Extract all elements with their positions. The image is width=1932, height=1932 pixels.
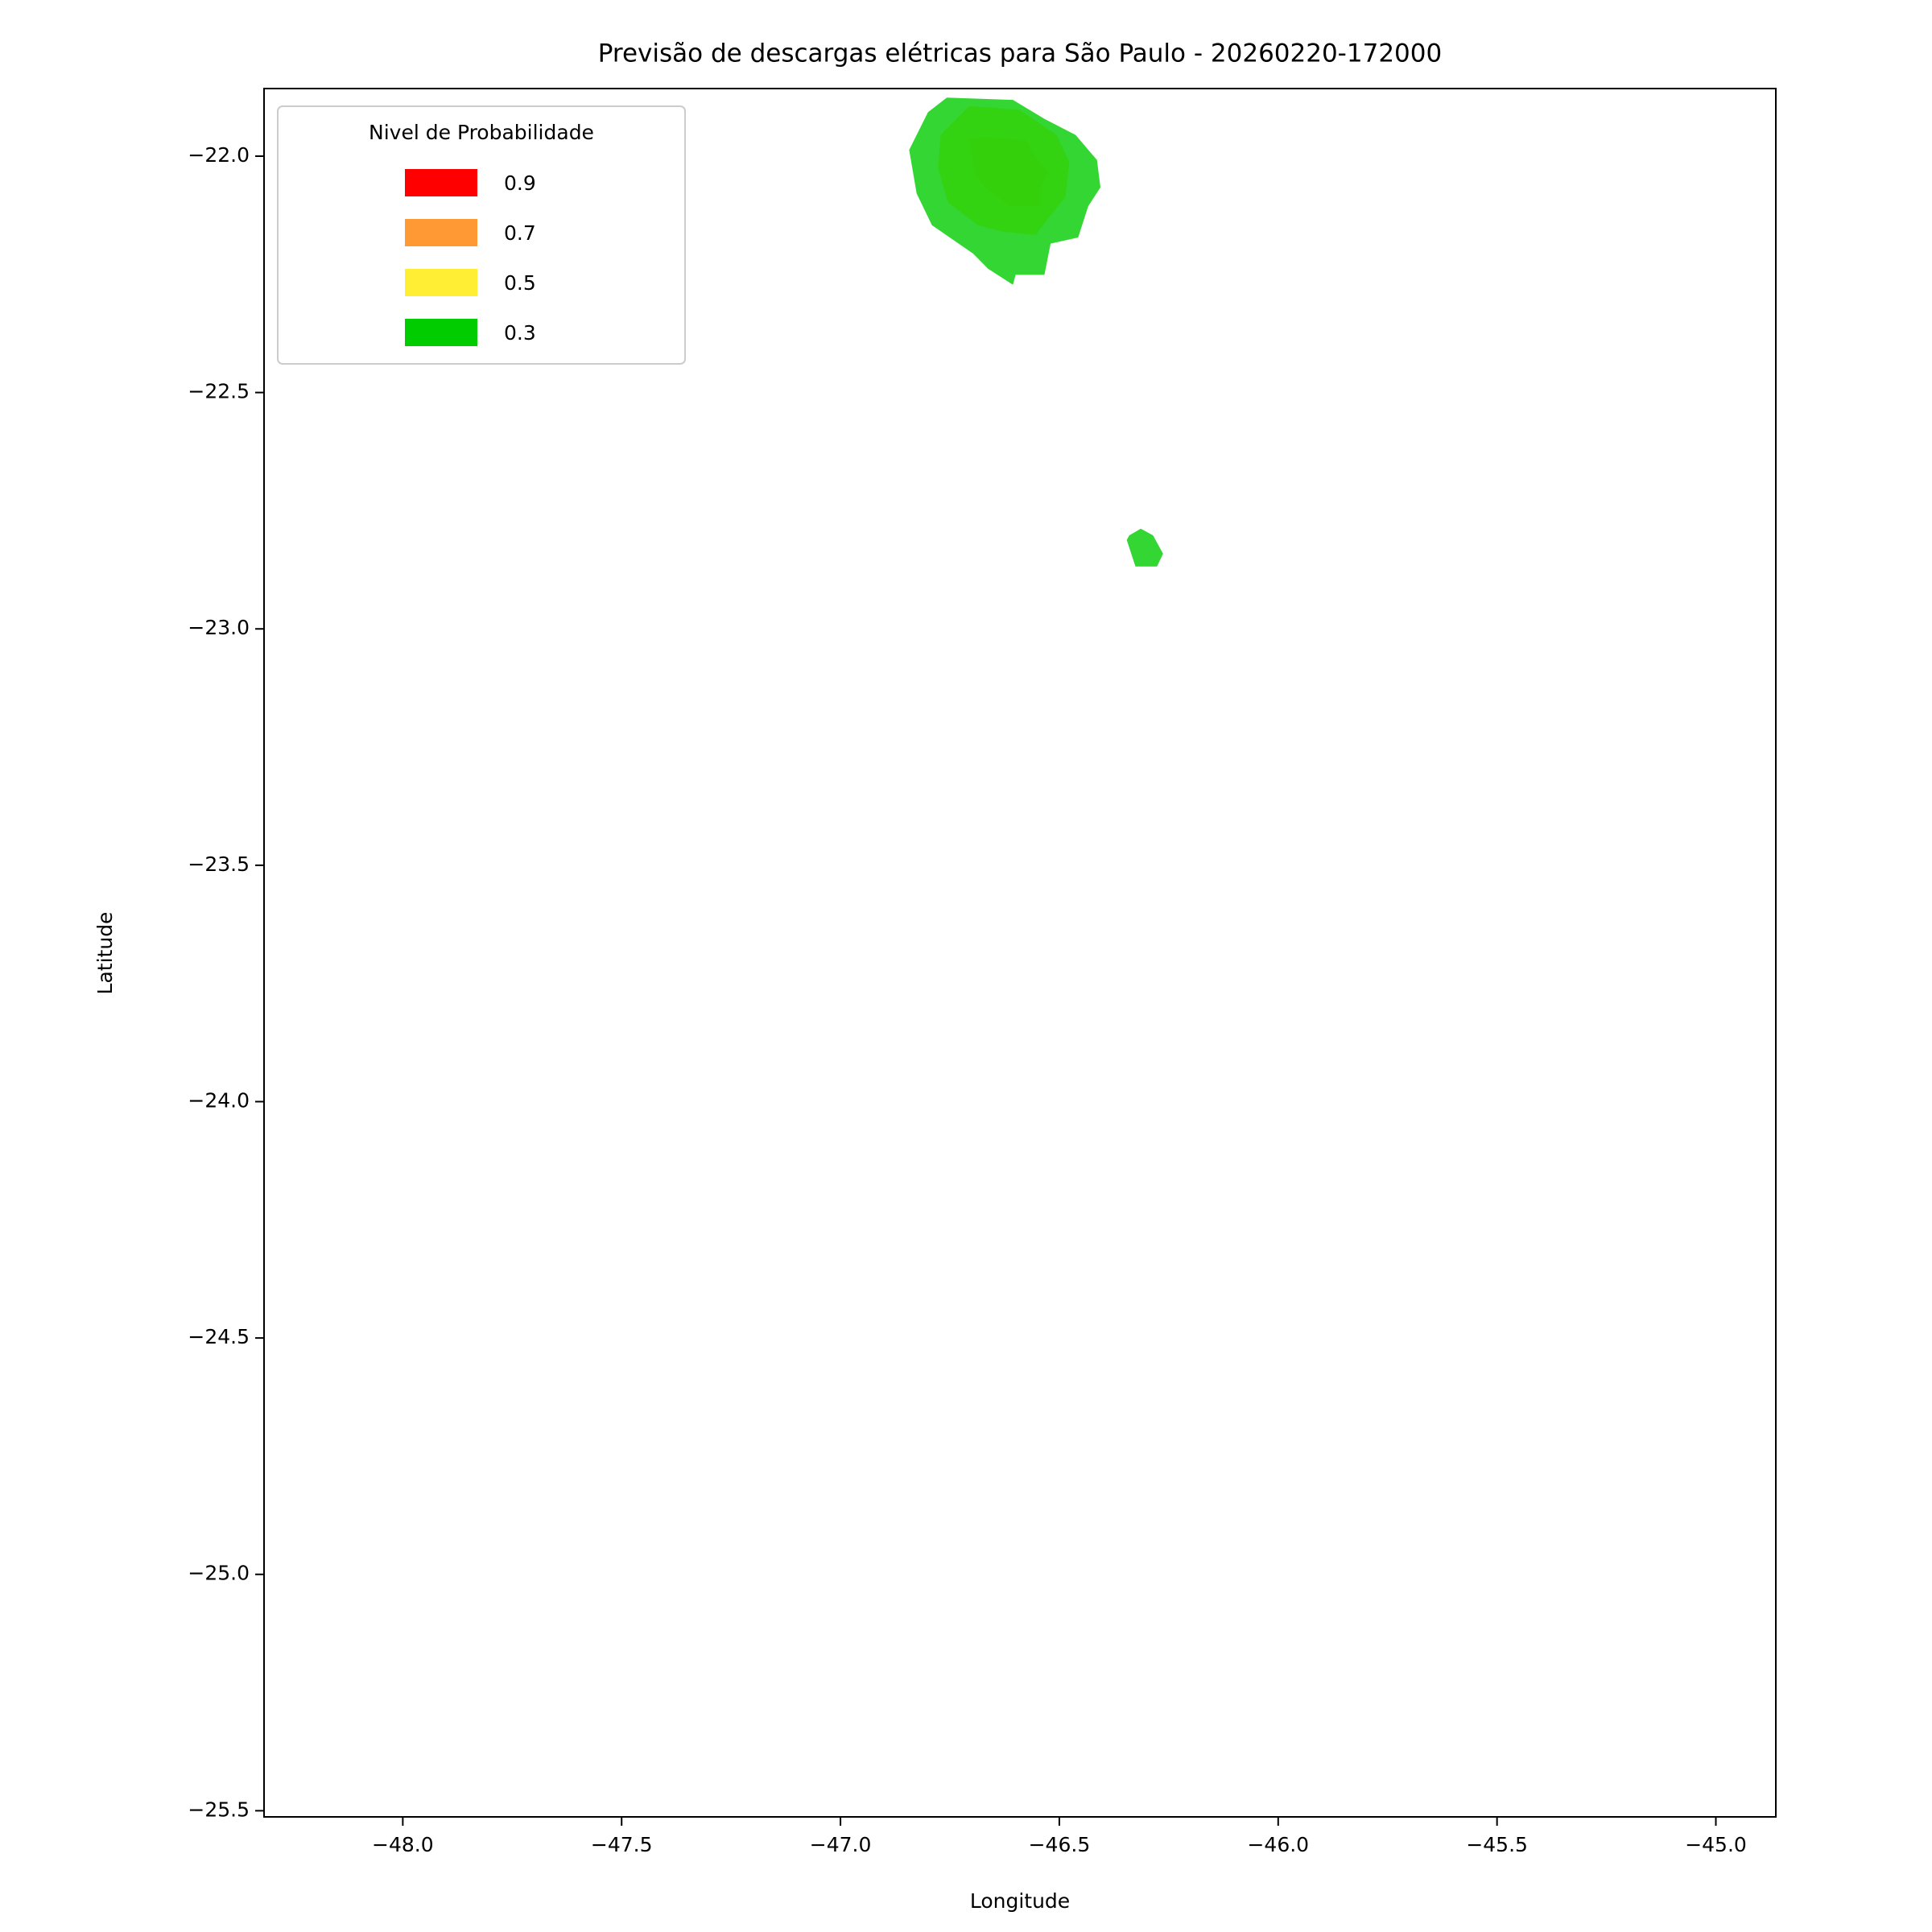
legend-label: 0.3 (504, 321, 536, 345)
x-tick-label: −47.0 (810, 1833, 872, 1856)
x-tick-label: −45.0 (1685, 1833, 1747, 1856)
y-tick-label: −24.0 (188, 1088, 250, 1112)
y-tick-label: −25.0 (188, 1562, 250, 1585)
legend-title: Nivel de Probabilidade (369, 121, 594, 144)
x-tick-label: −46.0 (1247, 1833, 1309, 1856)
legend-label: 0.5 (504, 271, 536, 295)
x-tick-label: −48.0 (372, 1833, 434, 1856)
x-tick-label: −45.5 (1466, 1833, 1528, 1856)
x-axis-label: Longitude (970, 1889, 1070, 1913)
legend-swatch (405, 319, 477, 346)
y-tick-label: −22.0 (188, 143, 250, 167)
plot-frame (263, 88, 1777, 1818)
legend-label: 0.7 (504, 221, 536, 245)
y-tick-label: −22.5 (188, 380, 250, 403)
y-tick-label: −24.5 (188, 1325, 250, 1348)
y-tick-label: −23.0 (188, 616, 250, 639)
contour-region (909, 97, 1100, 285)
x-tick-label: −47.5 (591, 1833, 653, 1856)
y-axis-label: Latitude (93, 912, 117, 995)
legend-box (277, 105, 686, 365)
legend-label: 0.9 (504, 171, 536, 195)
contour-region (1126, 528, 1163, 567)
legend-swatch (405, 219, 477, 246)
chart-title: Previsão de descargas elétricas para São… (598, 39, 1442, 68)
y-tick-label: −25.5 (188, 1798, 250, 1821)
x-tick-label: −46.5 (1029, 1833, 1091, 1856)
y-tick-label: −23.5 (188, 852, 250, 876)
legend-swatch (405, 169, 477, 196)
legend-swatch (405, 269, 477, 296)
